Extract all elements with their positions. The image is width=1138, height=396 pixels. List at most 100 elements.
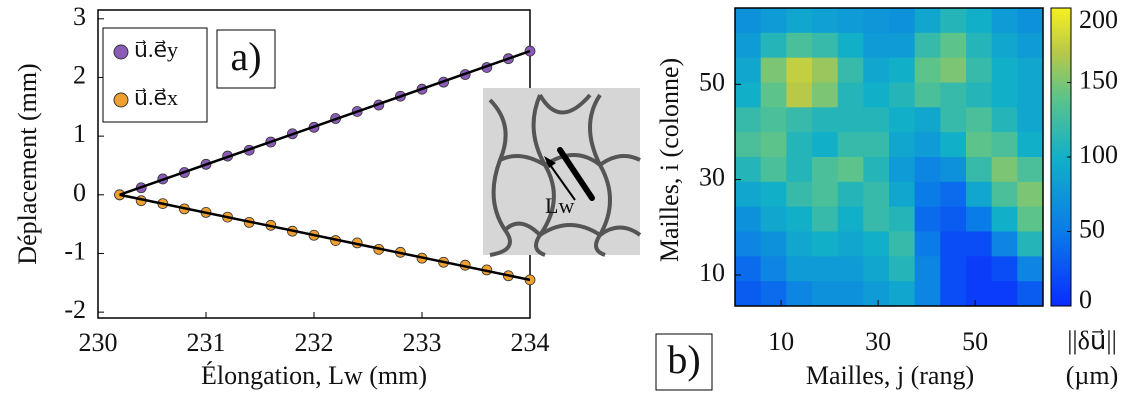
heat-cell [1017,57,1044,83]
heat-cell [914,256,941,282]
heat-cell [837,256,864,282]
heat-cell [786,57,813,83]
legend-label: u⃗.e⃗y [134,37,178,62]
heat-cell [837,281,864,307]
x-tick-label: 50 [962,327,988,356]
heat-cell [760,157,787,183]
heat-cell [837,157,864,183]
heat-cell [991,32,1018,59]
heat-cell [889,82,916,108]
heat-cell [786,107,813,133]
heat-cell [940,181,967,208]
heat-cell [966,256,993,282]
heat-cell [760,132,787,158]
heat-cell [786,281,813,307]
fit-line [119,193,531,282]
heat-cell [837,8,864,34]
panel-label: b) [667,337,700,382]
heat-cell [914,32,941,59]
heat-cell [760,107,787,133]
heat-cell [889,181,916,208]
legend-marker [113,44,129,60]
heat-cell [735,181,762,208]
y-tick-label: 50 [699,67,725,96]
heat-cell [991,57,1018,83]
heat-cell [760,82,787,108]
heat-cell [1017,132,1044,158]
y-axis-label: Déplacement (mm) [13,63,42,264]
x-tick-label: 234 [511,328,550,357]
heat-cell [735,32,762,59]
heat-cell [837,132,864,158]
x-tick-label: 233 [403,328,442,357]
heat-cell [889,157,916,183]
y-tick-label: 1 [73,119,86,148]
heat-cell [940,107,967,133]
x-tick-label: 30 [865,327,891,356]
heat-cell [914,8,941,34]
heat-cell [837,107,864,133]
heat-cell [760,206,787,232]
heat-cell [940,57,967,83]
heat-cell [940,157,967,183]
heat-cell [940,206,967,232]
legend-marker [113,92,129,108]
heat-cell [1017,256,1044,282]
inset-label: Lw [545,193,574,218]
heat-cell [863,8,890,34]
heat-cell [760,281,787,307]
heat-cell [786,206,813,232]
heat-cell [735,281,762,307]
heat-cell [1017,231,1044,257]
y-tick-label: 0 [73,178,86,207]
heat-cell [991,132,1018,158]
heat-cell [863,157,890,183]
heat-cell [1017,32,1044,59]
heat-cell [1017,8,1044,34]
heat-cell [940,256,967,282]
heat-cell [914,281,941,307]
y-tick-label: 10 [699,258,725,287]
panel-label-box [655,333,713,391]
heat-cell [812,256,839,282]
heat-cell [735,57,762,83]
heat-cell [889,132,916,158]
heat-cell [760,231,787,257]
heat-cell [940,231,967,257]
heat-cell [966,231,993,257]
heat-cell [914,82,941,108]
heat-cell [786,181,813,208]
heat-cell [812,231,839,257]
heat-cell [966,206,993,232]
heat-cell [812,206,839,232]
heat-cell [889,206,916,232]
heat-cell [735,206,762,232]
colorbar-tick-label: 150 [1079,65,1118,94]
heat-cell [914,206,941,232]
heat-cell [786,231,813,257]
heat-cell [914,157,941,183]
heat-cell [786,32,813,59]
heat-cell [966,32,993,59]
heat-cell [991,82,1018,108]
heat-cell [991,157,1018,183]
heat-cell [914,57,941,83]
heat-cell [966,57,993,83]
heat-cell [812,132,839,158]
heat-cell [914,181,941,208]
heat-cell [966,157,993,183]
heat-cell [863,281,890,307]
y-axis-label: Mailles, i (colonne) [655,58,684,262]
heat-cell [760,57,787,83]
heat-cell [1017,181,1044,208]
heat-cell [991,206,1018,232]
heat-cell [735,8,762,34]
heat-cell [966,181,993,208]
panel-label: a) [230,34,261,79]
heat-cell [812,107,839,133]
heat-cell [940,281,967,307]
heat-cell [863,206,890,232]
heat-cell [837,82,864,108]
y-tick-label: 3 [73,2,86,31]
